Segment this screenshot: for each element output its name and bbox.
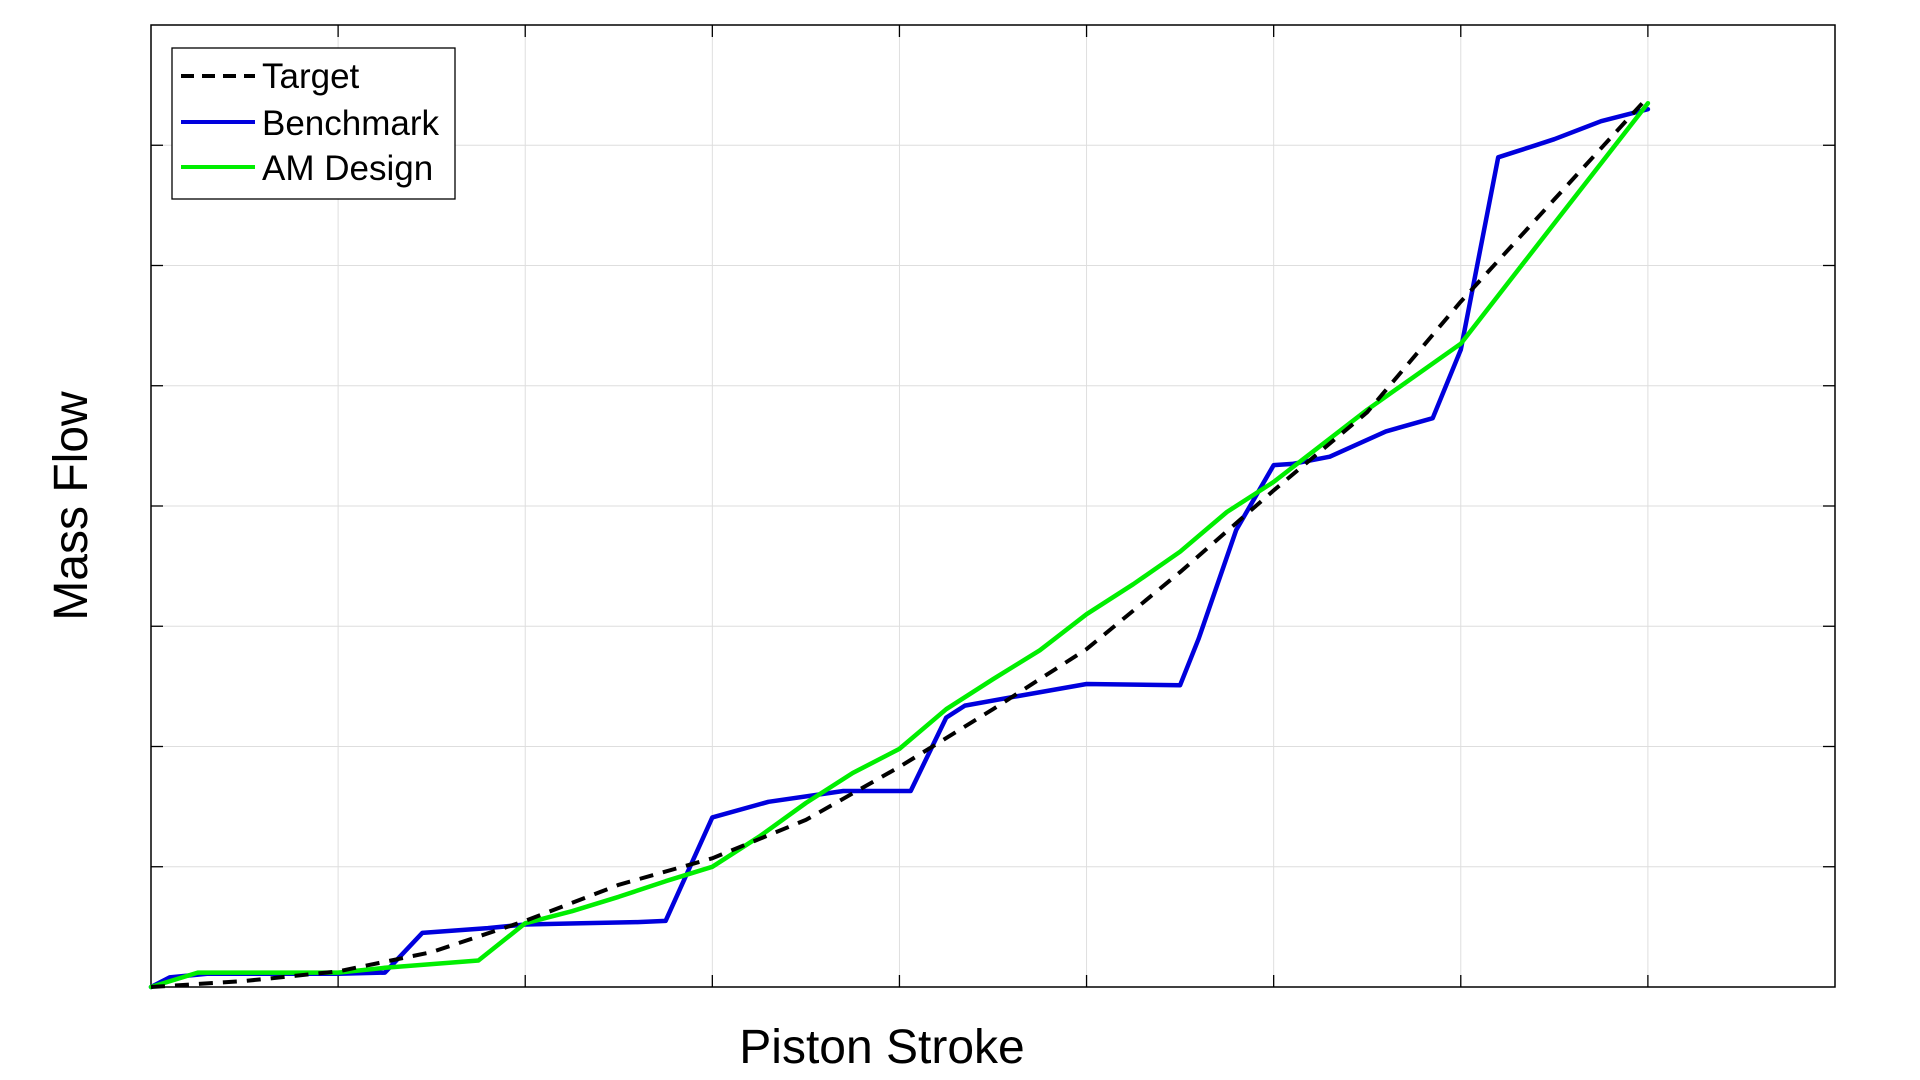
legend-label-target: Target: [262, 57, 360, 96]
legend: Target Benchmark AM Design: [171, 47, 456, 200]
legend-label-benchmark: Benchmark: [262, 104, 440, 143]
series-lines: [148, 95, 1651, 990]
series-line-target: [150, 95, 1650, 989]
x-axis-label: Piston Stroke: [739, 1021, 1024, 1074]
legend-label-am-design: AM Design: [262, 149, 433, 188]
axis-ticks: [151, 25, 1835, 987]
y-axis-label: Mass Flow: [45, 391, 98, 621]
series-line-am-design: [148, 100, 1651, 990]
grid-lines: [151, 25, 1835, 987]
series-line-benchmark: [148, 106, 1651, 990]
